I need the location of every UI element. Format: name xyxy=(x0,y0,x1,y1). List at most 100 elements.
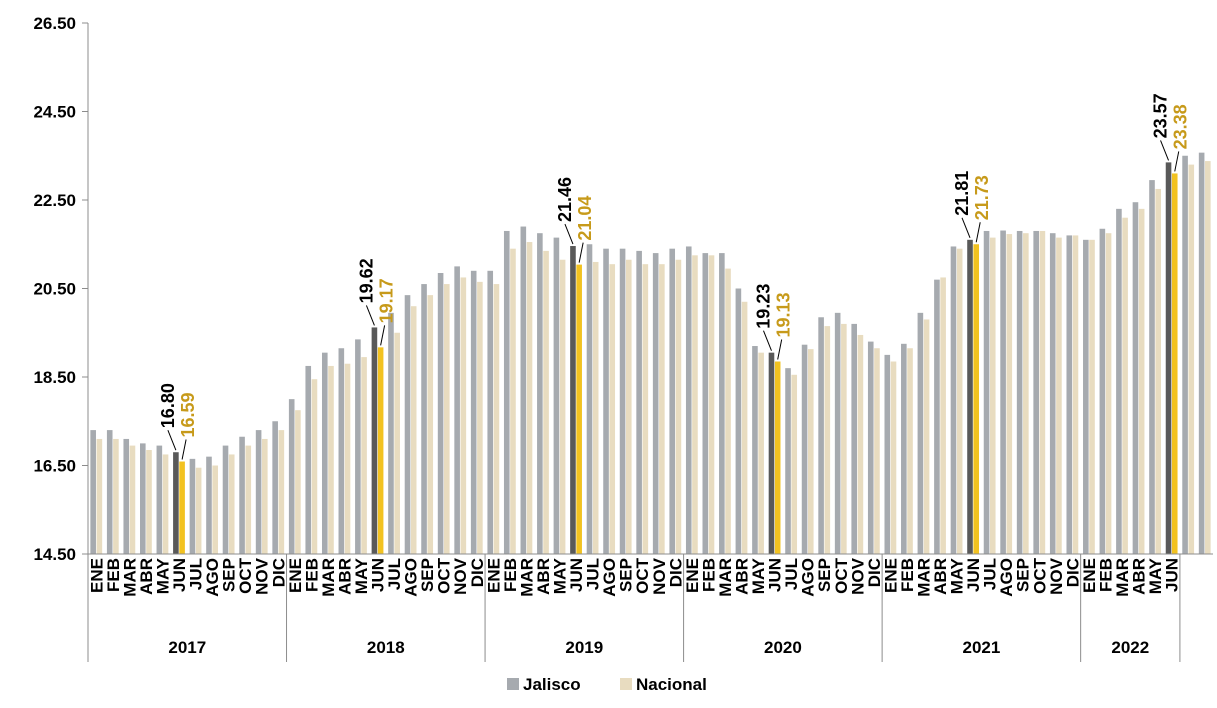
month-label: DIC xyxy=(468,558,487,587)
nacional-bar xyxy=(1023,233,1029,554)
jalisco-bar xyxy=(1033,230,1039,554)
data-labels: 16.80 16.59 19.62 19.17 21.46 21.04 19.23 19.13… xyxy=(158,93,1191,460)
month-label: NOV xyxy=(848,557,867,595)
nacional-bar xyxy=(675,259,682,554)
nacional-bar xyxy=(228,454,235,554)
jalisco-bar xyxy=(818,317,824,554)
month-label: FEB xyxy=(501,558,520,592)
year-label: 2018 xyxy=(367,638,405,657)
month-label: ABR xyxy=(733,558,752,595)
y-tick-label: 14.50 xyxy=(33,545,76,564)
nacional-bar xyxy=(725,268,731,554)
month-label: ABR xyxy=(137,558,156,595)
month-label: SEP xyxy=(220,558,239,592)
nacional-leader-line xyxy=(578,242,584,263)
month-label: ENE xyxy=(881,558,900,593)
jalisco-bar xyxy=(388,312,394,554)
jalisco-bar xyxy=(669,248,676,554)
month-label: DIC xyxy=(1063,558,1082,587)
jalisco-bar xyxy=(834,312,841,554)
nacional-bar xyxy=(493,284,500,554)
month-label: MAR xyxy=(120,558,139,597)
nacional-bar xyxy=(989,237,996,555)
jalisco-leader-line xyxy=(1160,140,1170,161)
jalisco-bar xyxy=(305,365,312,554)
jalisco-bar xyxy=(355,339,361,554)
jalisco-leader-line xyxy=(961,217,971,239)
month-label: ENE xyxy=(484,558,503,593)
year-label: 2020 xyxy=(764,638,802,657)
nacional-data-label: 16.59 xyxy=(178,392,198,437)
jalisco-bar xyxy=(901,343,907,554)
month-label: AGO xyxy=(997,558,1016,597)
nacional-bar xyxy=(113,438,119,554)
nacional-bar xyxy=(625,259,632,554)
month-label: FEB xyxy=(104,558,123,592)
y-tick-label: 20.50 xyxy=(33,280,76,299)
jalisco-bar xyxy=(1049,233,1056,554)
nacional-bar xyxy=(890,361,897,554)
nacional-bar xyxy=(526,242,533,555)
jalisco-bar xyxy=(636,250,642,554)
nacional-bar xyxy=(179,461,185,554)
nacional-bar xyxy=(1056,237,1062,555)
month-label: NOV xyxy=(451,557,470,595)
month-label: ABR xyxy=(1130,558,1149,595)
month-label: JUN xyxy=(369,558,388,592)
month-label: ENE xyxy=(1080,558,1099,593)
nacional-bar xyxy=(129,445,136,554)
jalisco-bar xyxy=(487,270,494,554)
jalisco-bar xyxy=(470,270,477,554)
month-label: FEB xyxy=(898,558,917,592)
month-label: JUN xyxy=(170,558,189,592)
jalisco-bar xyxy=(586,244,593,554)
jalisco-bar xyxy=(785,368,791,554)
year-label: 2019 xyxy=(565,638,603,657)
nacional-bar xyxy=(212,465,218,554)
jalisco-bar xyxy=(934,279,940,554)
jalisco-bar xyxy=(884,354,891,555)
month-label: JUL xyxy=(385,558,404,590)
jalisco-bar xyxy=(1132,202,1139,554)
jalisco-bar xyxy=(404,295,411,554)
month-label: OCT xyxy=(832,557,851,594)
nacional-bar xyxy=(543,250,549,554)
y-tick-label: 24.50 xyxy=(33,103,76,122)
nacional-bar xyxy=(1039,230,1046,554)
jalisco-bar xyxy=(454,266,460,555)
jalisco-bar xyxy=(255,430,262,554)
jalisco-bar xyxy=(520,226,527,555)
nacional-bar xyxy=(311,379,318,554)
jalisco-data-label: 23.57 xyxy=(1151,93,1171,138)
nacional-leader-line xyxy=(380,325,386,346)
nacional-bar xyxy=(1089,239,1095,554)
month-label: ABR xyxy=(534,558,553,595)
x-axis: ENEFEBMARABRMAYJUNJULAGOSEPOCTNOVDIC2017… xyxy=(87,553,1213,662)
jalisco-leader-line xyxy=(167,430,177,451)
year-label: 2017 xyxy=(168,638,206,657)
nacional-bar xyxy=(1188,164,1195,554)
month-label: NOV xyxy=(650,557,669,595)
jalisco-bar xyxy=(1066,235,1073,554)
jalisco-bar xyxy=(1083,239,1089,554)
nacional-bar xyxy=(824,326,831,554)
month-label: OCT xyxy=(633,557,652,594)
month-label: JUL xyxy=(187,558,206,590)
month-label: ENE xyxy=(286,558,305,593)
nacional-bar xyxy=(1171,173,1178,554)
y-tick-label: 16.50 xyxy=(33,457,76,476)
nacional-data-label: 21.73 xyxy=(972,175,992,220)
nacional-bar xyxy=(857,334,864,554)
jalisco-data-label: 16.80 xyxy=(158,383,178,428)
legend: Jalisco Nacional xyxy=(507,675,707,694)
jalisco-bar xyxy=(503,230,510,554)
nacional-leader-line xyxy=(181,439,187,460)
nacional-bar xyxy=(758,352,764,554)
jalisco-data-label: 19.23 xyxy=(754,284,774,329)
month-label: MAY xyxy=(749,557,768,594)
nacional-bar xyxy=(510,248,516,554)
nacional-bar xyxy=(162,454,169,554)
nacional-bar xyxy=(708,255,715,554)
jalisco-bar xyxy=(652,253,659,554)
